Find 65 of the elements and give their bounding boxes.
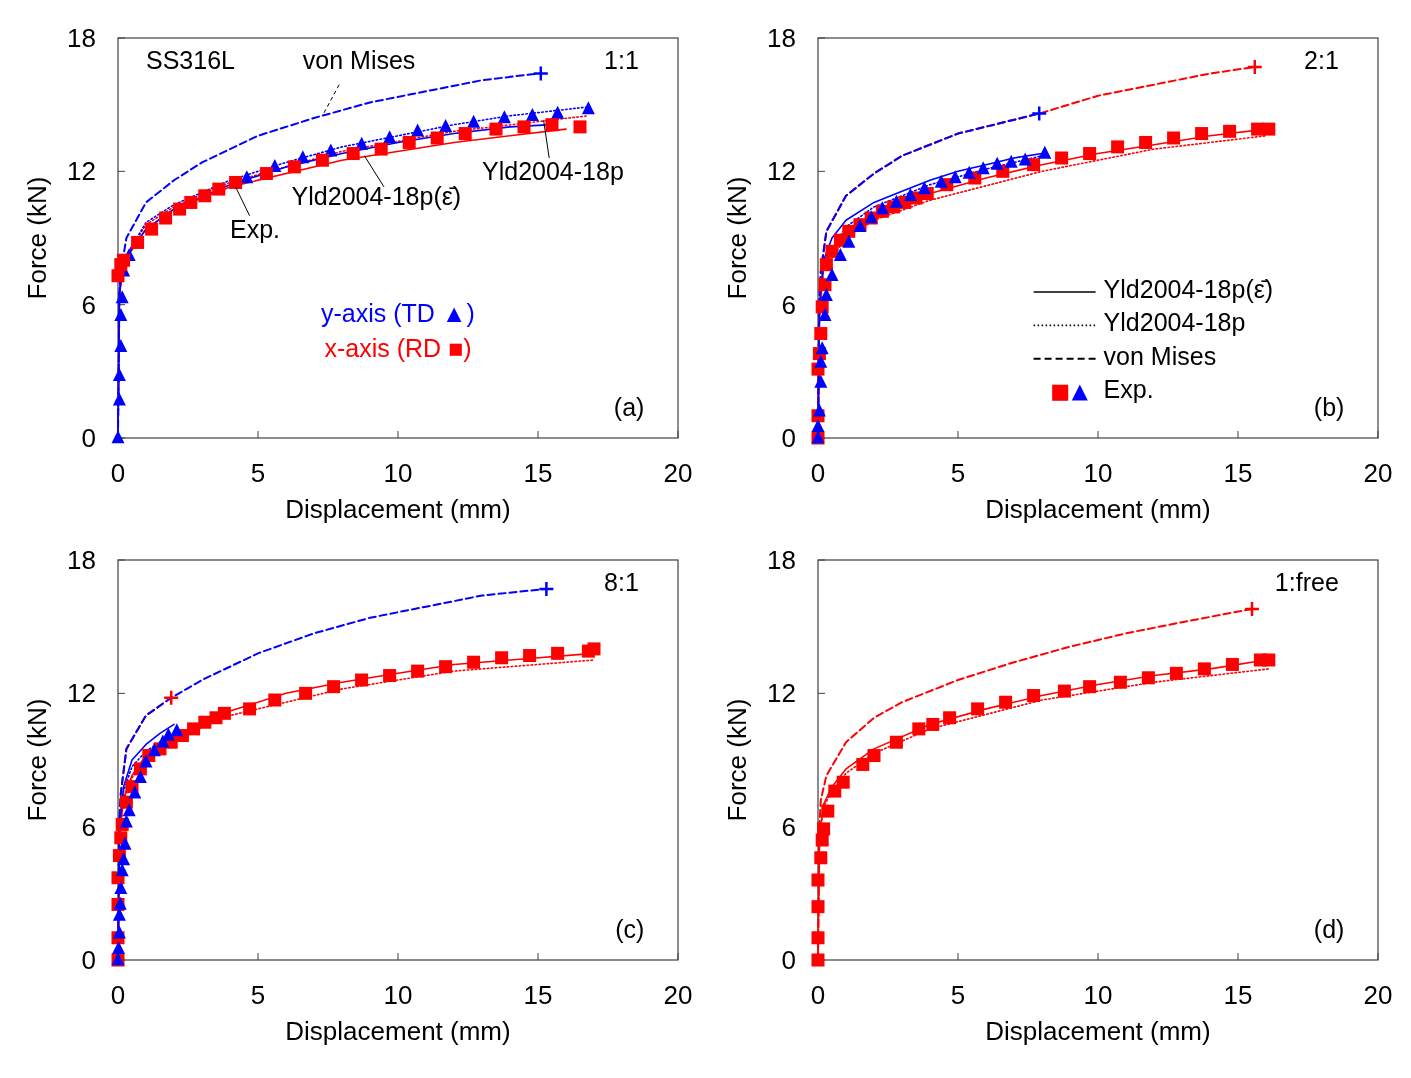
y-tick-label: 18 (67, 545, 96, 575)
annotation: von Mises (1103, 341, 1217, 370)
x-tick-label: 5 (950, 458, 966, 488)
y-tick-label: 12 (767, 678, 796, 709)
x-tick-label: 15 (523, 980, 553, 1010)
y-tick-label: 0 (781, 945, 796, 975)
x-tick-label: 15 (1223, 458, 1253, 488)
y-tick-label: 0 (81, 423, 96, 453)
y-tick-label: 18 (767, 545, 796, 575)
annotation: (b) (1313, 392, 1345, 421)
annotation: Yld2004-18p (482, 157, 624, 186)
x-axis-title: Displacement (mm) (285, 1016, 511, 1046)
x-tick-label: 15 (1223, 980, 1253, 1010)
y-axis-title: Force (kN) (722, 698, 752, 822)
x-tick-label: 5 (950, 980, 966, 1010)
x-tick-label: 0 (810, 980, 826, 1010)
annotation: 1:free (1274, 568, 1339, 597)
x-tick-label: 0 (110, 458, 126, 488)
y-axis-title: Force (kN) (22, 176, 52, 300)
annotation: Yld2004-18p(ε̄) (1103, 275, 1274, 303)
annotation: Exp. (1103, 375, 1154, 403)
x-axis-title: Displacement (mm) (285, 494, 511, 524)
y-tick-label: 0 (81, 945, 96, 975)
annotation: ▲ (1071, 379, 1089, 403)
annotation: 1:1 (604, 46, 639, 75)
x-tick-label: 5 (250, 458, 266, 488)
x-tick-label: 5 (250, 980, 266, 1010)
text: y-axis (TD ▲) (321, 299, 475, 327)
annotation: (c) (615, 914, 645, 943)
x-tick-label: 10 (383, 458, 413, 488)
y-tick-label: 12 (67, 156, 96, 187)
x-tick-label: 20 (1363, 458, 1393, 488)
annotation: Exp. (230, 215, 281, 243)
y-tick-label: 6 (81, 811, 96, 842)
y-axis-title: Force (kN) (22, 698, 52, 822)
y-tick-label: 18 (67, 23, 96, 53)
y-tick-label: 18 (767, 23, 796, 53)
annotation: Yld2004-18p (1103, 308, 1246, 337)
y-tick-label: 12 (67, 678, 96, 709)
y-tick-label: 12 (767, 156, 796, 187)
annotation: 2:1 (1304, 46, 1339, 75)
x-tick-label: 0 (810, 458, 826, 488)
x-tick-label: 15 (523, 458, 553, 488)
y-tick-label: 0 (781, 423, 796, 453)
annotation: 8:1 (604, 568, 639, 597)
annotation: SS316L (146, 46, 236, 75)
x-tick-label: 0 (110, 980, 126, 1010)
x-tick-label: 20 (1363, 980, 1393, 1010)
annotation: von Mises (302, 46, 416, 75)
x-tick-label: 20 (663, 458, 693, 488)
annotation: (d) (1313, 914, 1345, 943)
x-tick-label: 10 (1083, 458, 1113, 488)
annotation: ■ (1050, 379, 1071, 403)
y-tick-label: 6 (781, 811, 796, 842)
y-tick-label: 6 (781, 289, 796, 320)
y-tick-label: 6 (81, 289, 96, 320)
y-axis-title: Force (kN) (722, 176, 752, 300)
x-tick-label: 20 (663, 980, 693, 1010)
x-tick-label: 10 (1083, 980, 1113, 1010)
annotation: Yld2004-18p(ε̄) (291, 181, 462, 210)
x-tick-label: 10 (383, 980, 413, 1010)
x-axis-title: Displacement (mm) (985, 494, 1211, 524)
x-axis-title: Displacement (mm) (985, 1016, 1211, 1046)
annotation: (a) (613, 392, 645, 421)
text: x-axis (RD ■) (324, 334, 472, 362)
